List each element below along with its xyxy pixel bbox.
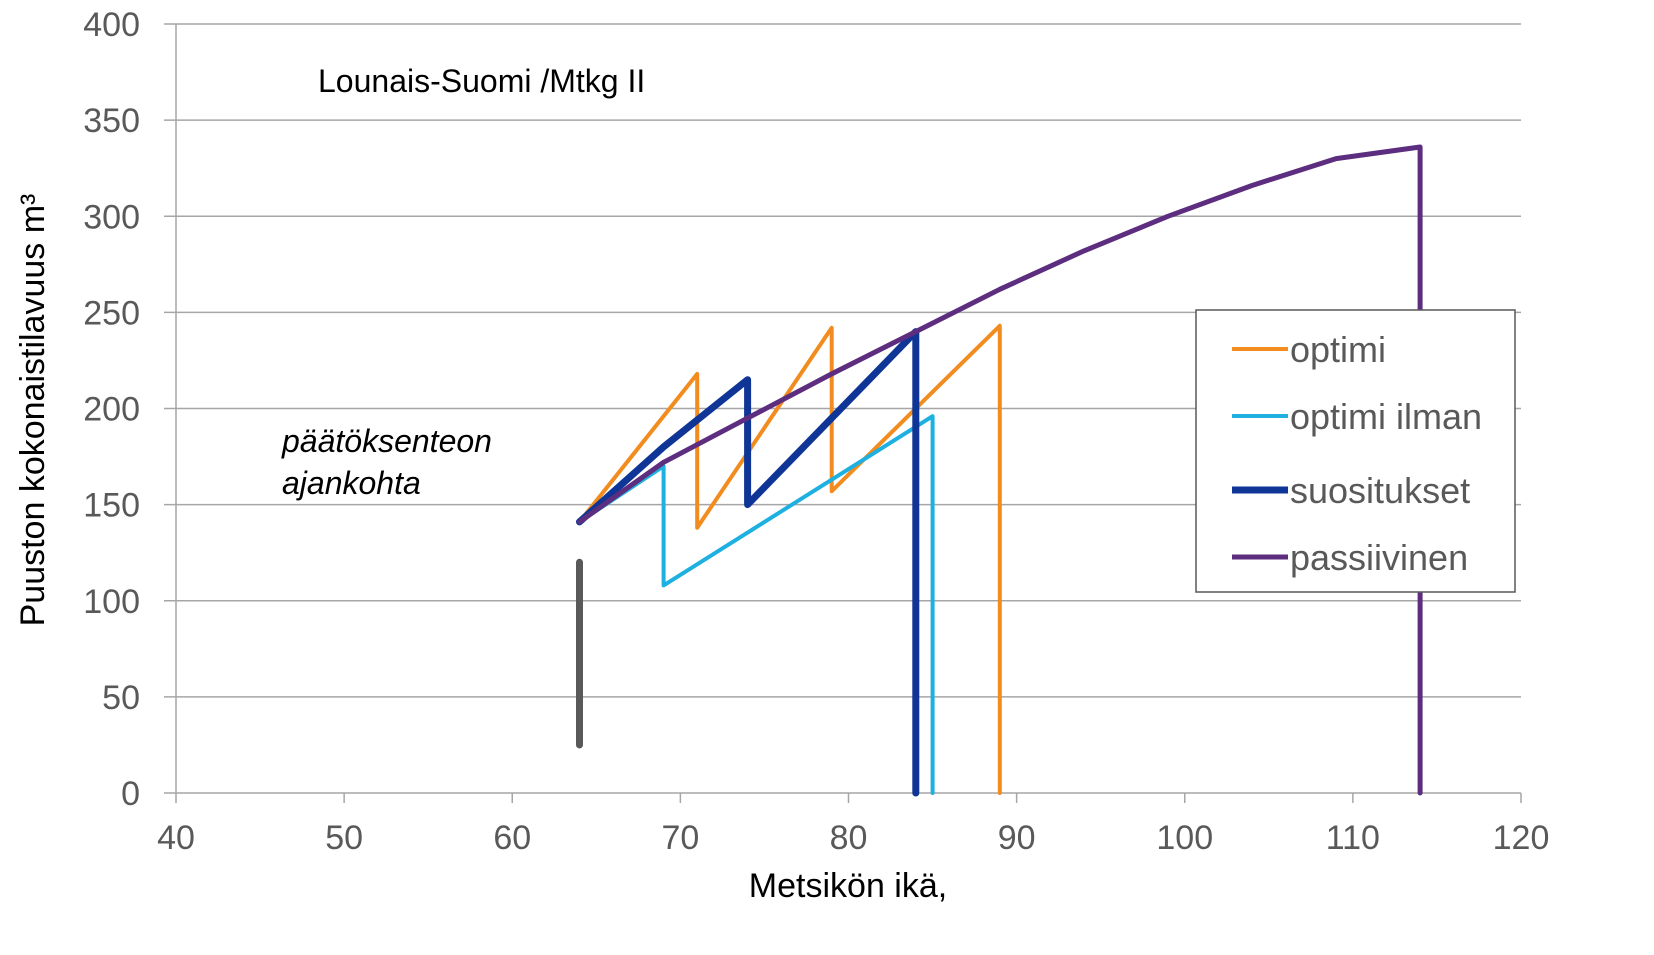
y-tick-label: 400 xyxy=(83,6,140,44)
y-tick-label: 100 xyxy=(83,583,140,621)
series-line-passiivinen xyxy=(577,144,1423,796)
legend-label-optimi: optimi xyxy=(1290,329,1386,370)
decision-annotation-line-1: päätöksenteon xyxy=(281,423,492,459)
x-tick-label: 90 xyxy=(998,819,1036,857)
x-tick-label: 70 xyxy=(661,819,699,857)
x-tick-label: 40 xyxy=(157,819,195,857)
legend-label-suositukset: suositukset xyxy=(1290,470,1470,511)
y-tick-label: 200 xyxy=(83,391,140,429)
x-tick-label: 60 xyxy=(493,819,531,857)
legend: optimi optimi ilman suositukset passiivinen xyxy=(1195,309,1516,593)
series-line-optimi xyxy=(577,323,1002,795)
y-tick-label: 300 xyxy=(83,198,140,236)
y-axis-title: Puuston kokonaistilavuus m³ xyxy=(14,194,52,627)
axes xyxy=(164,23,1522,803)
x-tick-label: 100 xyxy=(1156,819,1213,857)
data-series xyxy=(576,144,1423,797)
y-tick-label: 50 xyxy=(102,679,140,717)
series-line-suositukset xyxy=(576,328,920,797)
x-axis-title: Metsikön ikä, xyxy=(749,867,947,905)
x-tick-label: 120 xyxy=(1493,819,1550,857)
y-tick-label: 250 xyxy=(83,294,140,332)
x-tick-labels: 40 50 60 70 80 90 100 110 120 xyxy=(157,819,1549,857)
y-tick-label: 350 xyxy=(83,102,140,140)
x-tick-label: 80 xyxy=(830,819,868,857)
decision-annotation-line-2: ajankohta xyxy=(282,465,421,501)
y-tick-label: 0 xyxy=(121,775,140,813)
x-tick-label: 110 xyxy=(1326,819,1380,857)
region-annotation: Lounais-Suomi /Mtkg II xyxy=(318,63,645,99)
y-tick-labels: 0 50 100 150 200 250 300 350 400 xyxy=(83,6,140,813)
gridlines xyxy=(176,23,1521,698)
legend-label-passiivinen: passiivinen xyxy=(1290,537,1468,578)
y-tick-label: 150 xyxy=(83,487,140,525)
legend-label-optimi-ilman: optimi ilman xyxy=(1290,396,1482,437)
x-tick-label: 50 xyxy=(325,819,363,857)
legend-box xyxy=(1195,309,1516,593)
